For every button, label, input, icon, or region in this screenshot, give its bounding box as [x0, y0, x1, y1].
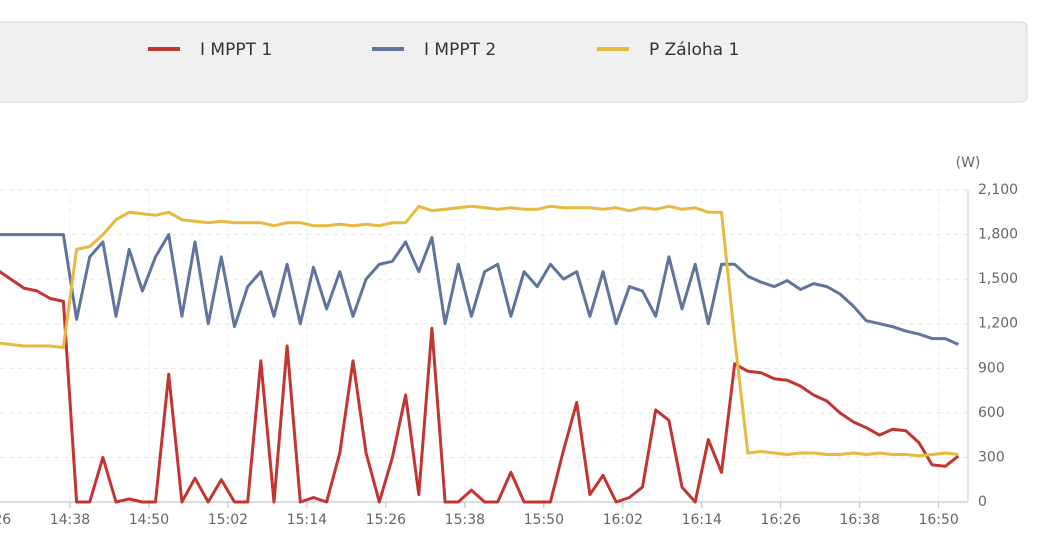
y-tick-label: 1,200 [978, 316, 1018, 332]
y-tick-label: 300 [978, 449, 1005, 465]
x-tick-label: 15:38 [445, 512, 485, 528]
grid: 0 300 600 900 1,200 1,500 1,800 2,100 14:26 14:38… [0, 182, 1018, 528]
x-tick-label: 14:26 [0, 512, 11, 528]
legend-label: P Záloha 1 [649, 40, 739, 60]
x-tick-label: 16:50 [918, 512, 958, 528]
legend-box [0, 21, 1028, 103]
x-tick-label: 15:26 [366, 512, 406, 528]
x-tick-label: 15:02 [208, 512, 248, 528]
y-tick-label: 1,800 [978, 227, 1018, 243]
x-tick-label: 14:38 [50, 512, 90, 528]
x-tick-label: 16:02 [603, 512, 643, 528]
y-tick-label: 2,100 [978, 182, 1018, 198]
plot [0, 204, 960, 504]
series-line [0, 270, 960, 504]
legend-label: I MPPT 2 [424, 40, 496, 60]
series-line [0, 204, 959, 458]
x-tick-label: 15:50 [524, 512, 564, 528]
x-tick-label: 16:38 [840, 512, 880, 528]
y-tick-label: 0 [978, 494, 987, 510]
y-tick-label: 900 [978, 360, 1005, 376]
legend-label: I MPPT 1 [200, 40, 272, 60]
x-tick-label: 16:14 [682, 512, 722, 528]
series-line [0, 233, 960, 346]
x-tick-label: 15:14 [287, 512, 327, 528]
legend: I MPPT 1 I MPPT 2 P Záloha 1 [148, 40, 739, 60]
y-tick-label: 600 [978, 405, 1005, 421]
x-tick-label: 14:50 [129, 512, 169, 528]
y-tick-label: 1,500 [978, 271, 1018, 287]
x-tick-label: 16:26 [761, 512, 801, 528]
y-unit: (W) [956, 155, 981, 171]
